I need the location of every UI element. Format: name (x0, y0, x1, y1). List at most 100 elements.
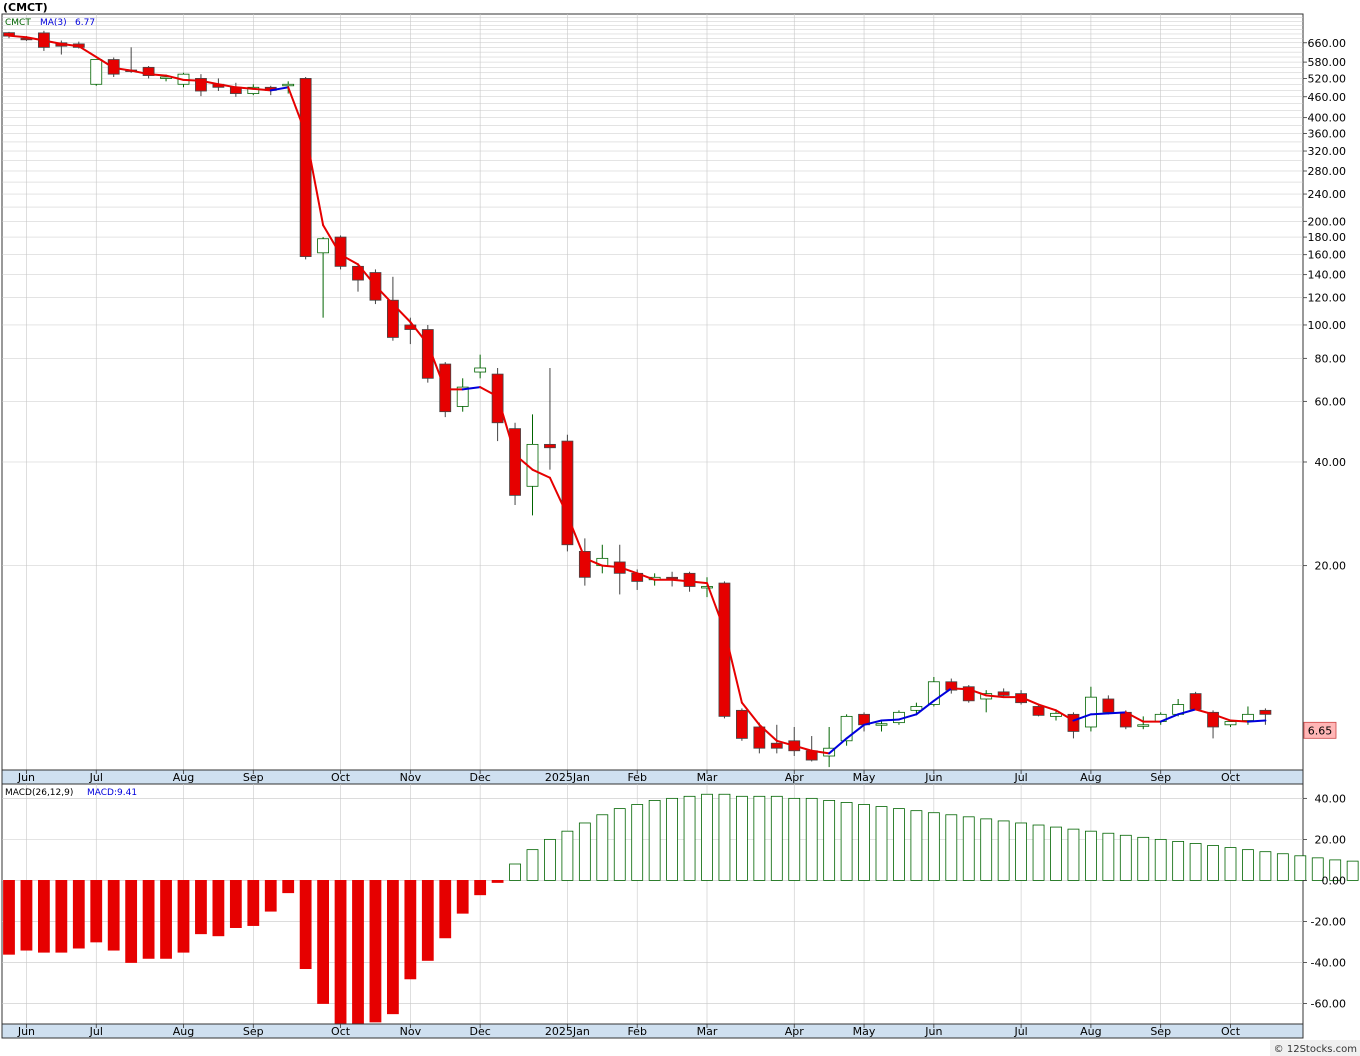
candle-body (1085, 696, 1097, 728)
macd-bar (90, 880, 103, 943)
macd-bar (125, 880, 138, 963)
macd-x-month-label: 2025Jan (545, 1025, 590, 1038)
price-y-axis: 660.00 580.00 520.00 460.00 400.00 360.00 320.… (1303, 37, 1346, 573)
ma-segment (845, 723, 866, 740)
price-y-tick-label: 580.00 (1308, 56, 1347, 69)
macd-bar (927, 812, 940, 881)
ma-segment (740, 701, 761, 726)
macd-bar (980, 818, 993, 881)
ma-segment (165, 74, 185, 81)
ma-segment (112, 66, 133, 72)
candle-body (509, 428, 521, 496)
ma-segment (287, 86, 307, 135)
macd-bar (264, 880, 277, 912)
macd-bar (299, 880, 312, 970)
ma-segment (130, 69, 150, 76)
macd-x-month-label: Sep (243, 1025, 264, 1038)
price-x-month-label: 2025Jan (545, 771, 590, 784)
ma-segment (531, 468, 551, 479)
ma-segment (25, 36, 45, 42)
macd-bar (893, 808, 905, 881)
moving-average-line (8, 34, 1267, 755)
macd-y-tick-label: -20.00 (1311, 915, 1346, 928)
ma-segment (1089, 712, 1110, 716)
macd-bar (474, 880, 487, 896)
candle-body (578, 550, 591, 578)
ma-segment (1246, 719, 1267, 723)
macd-bar (1224, 847, 1237, 881)
macd-x-month-label: Dec (470, 1025, 491, 1038)
ma-segment (1212, 713, 1232, 722)
ma-segment (322, 224, 342, 256)
candle-body (945, 681, 958, 691)
ma-segment (269, 86, 290, 92)
macd-bar (1346, 860, 1359, 881)
ma-segment (182, 78, 202, 82)
macd-bar (1276, 853, 1289, 881)
macd-x-month-label: Aug (173, 1025, 194, 1038)
macd-x-month-label: Jun (17, 1025, 35, 1038)
ma-segment (950, 687, 970, 691)
candle-body (90, 59, 103, 85)
price-y-tick-label: 200.00 (1308, 215, 1347, 228)
ma-segment (339, 253, 359, 266)
macd-x-month-label: Oct (331, 1025, 351, 1038)
ma-segment (1055, 709, 1075, 722)
macd-bar (1015, 822, 1027, 881)
candle-body (142, 66, 155, 76)
ma-segment (1177, 708, 1197, 716)
last-price-box (1303, 721, 1337, 739)
legend-ma-label: MA(3) (40, 18, 67, 28)
macd-bar (910, 810, 923, 881)
candle-body (770, 742, 783, 749)
ma-segment (1194, 708, 1215, 716)
ma-segment (758, 723, 778, 742)
macd-x-month-label: Feb (627, 1025, 646, 1038)
macd-bar (561, 830, 574, 881)
macd-bar (247, 880, 260, 926)
footer-credit: © 12Stocks.com (1274, 1044, 1357, 1055)
macd-bar (229, 880, 242, 928)
macd-bar (736, 795, 748, 881)
price-y-tick-label: 400.00 (1308, 112, 1347, 125)
macd-bar (718, 793, 731, 881)
candle-body (875, 723, 888, 726)
macd-bar (1189, 843, 1202, 881)
macd-bar (20, 880, 33, 951)
macd-y-tick-label: 40.00 (1315, 792, 1347, 805)
macd-bar (1207, 845, 1219, 881)
price-x-month-label: Jun (17, 771, 35, 784)
legend-ma-value: 6.77 (75, 18, 95, 28)
macd-bar (683, 795, 696, 881)
macd-x-month-label: Sep (1150, 1025, 1171, 1038)
candle-body (753, 726, 766, 749)
macd-bar (788, 797, 801, 881)
candle-body (1242, 713, 1254, 721)
macd-bar (823, 800, 836, 881)
ma-segment (77, 45, 98, 59)
price-x-month-label: Sep (243, 771, 264, 784)
ma-segment (967, 688, 988, 697)
ma-segment (548, 476, 569, 517)
ma-segment (775, 739, 796, 747)
macd-bar (38, 880, 50, 953)
footer-band (1270, 1040, 1360, 1056)
candle-body (1207, 711, 1219, 728)
macd-bar (1329, 859, 1342, 881)
price-x-axis: Jun Jul Aug Sep Oct Nov Dec 2025Jan Feb Mar Apr May… (17, 770, 1241, 784)
candle-body (474, 367, 487, 373)
price-candles (3, 30, 1272, 768)
ma-segment (897, 713, 918, 721)
ma-segment (706, 582, 726, 632)
price-x-month-label: Aug (173, 771, 194, 784)
ma-segment (199, 79, 220, 86)
candle-body (683, 572, 696, 587)
macd-x-month-label: Jul (1013, 1025, 1027, 1038)
macd-x-month-label: Mar (697, 1025, 718, 1038)
macd-y-axis: 40.00 20.00 0.00 -20.00 -40.00 -60.00 (1303, 792, 1346, 1010)
macd-bar (352, 880, 364, 1025)
macd-bar (456, 880, 469, 914)
price-y-tick-label: 160.00 (1308, 249, 1347, 262)
macd-x-axis: Jun Jul Aug Sep Oct Nov Dec 2025Jan Feb Mar Apr May… (17, 1024, 1241, 1038)
candle-body (997, 691, 1010, 696)
